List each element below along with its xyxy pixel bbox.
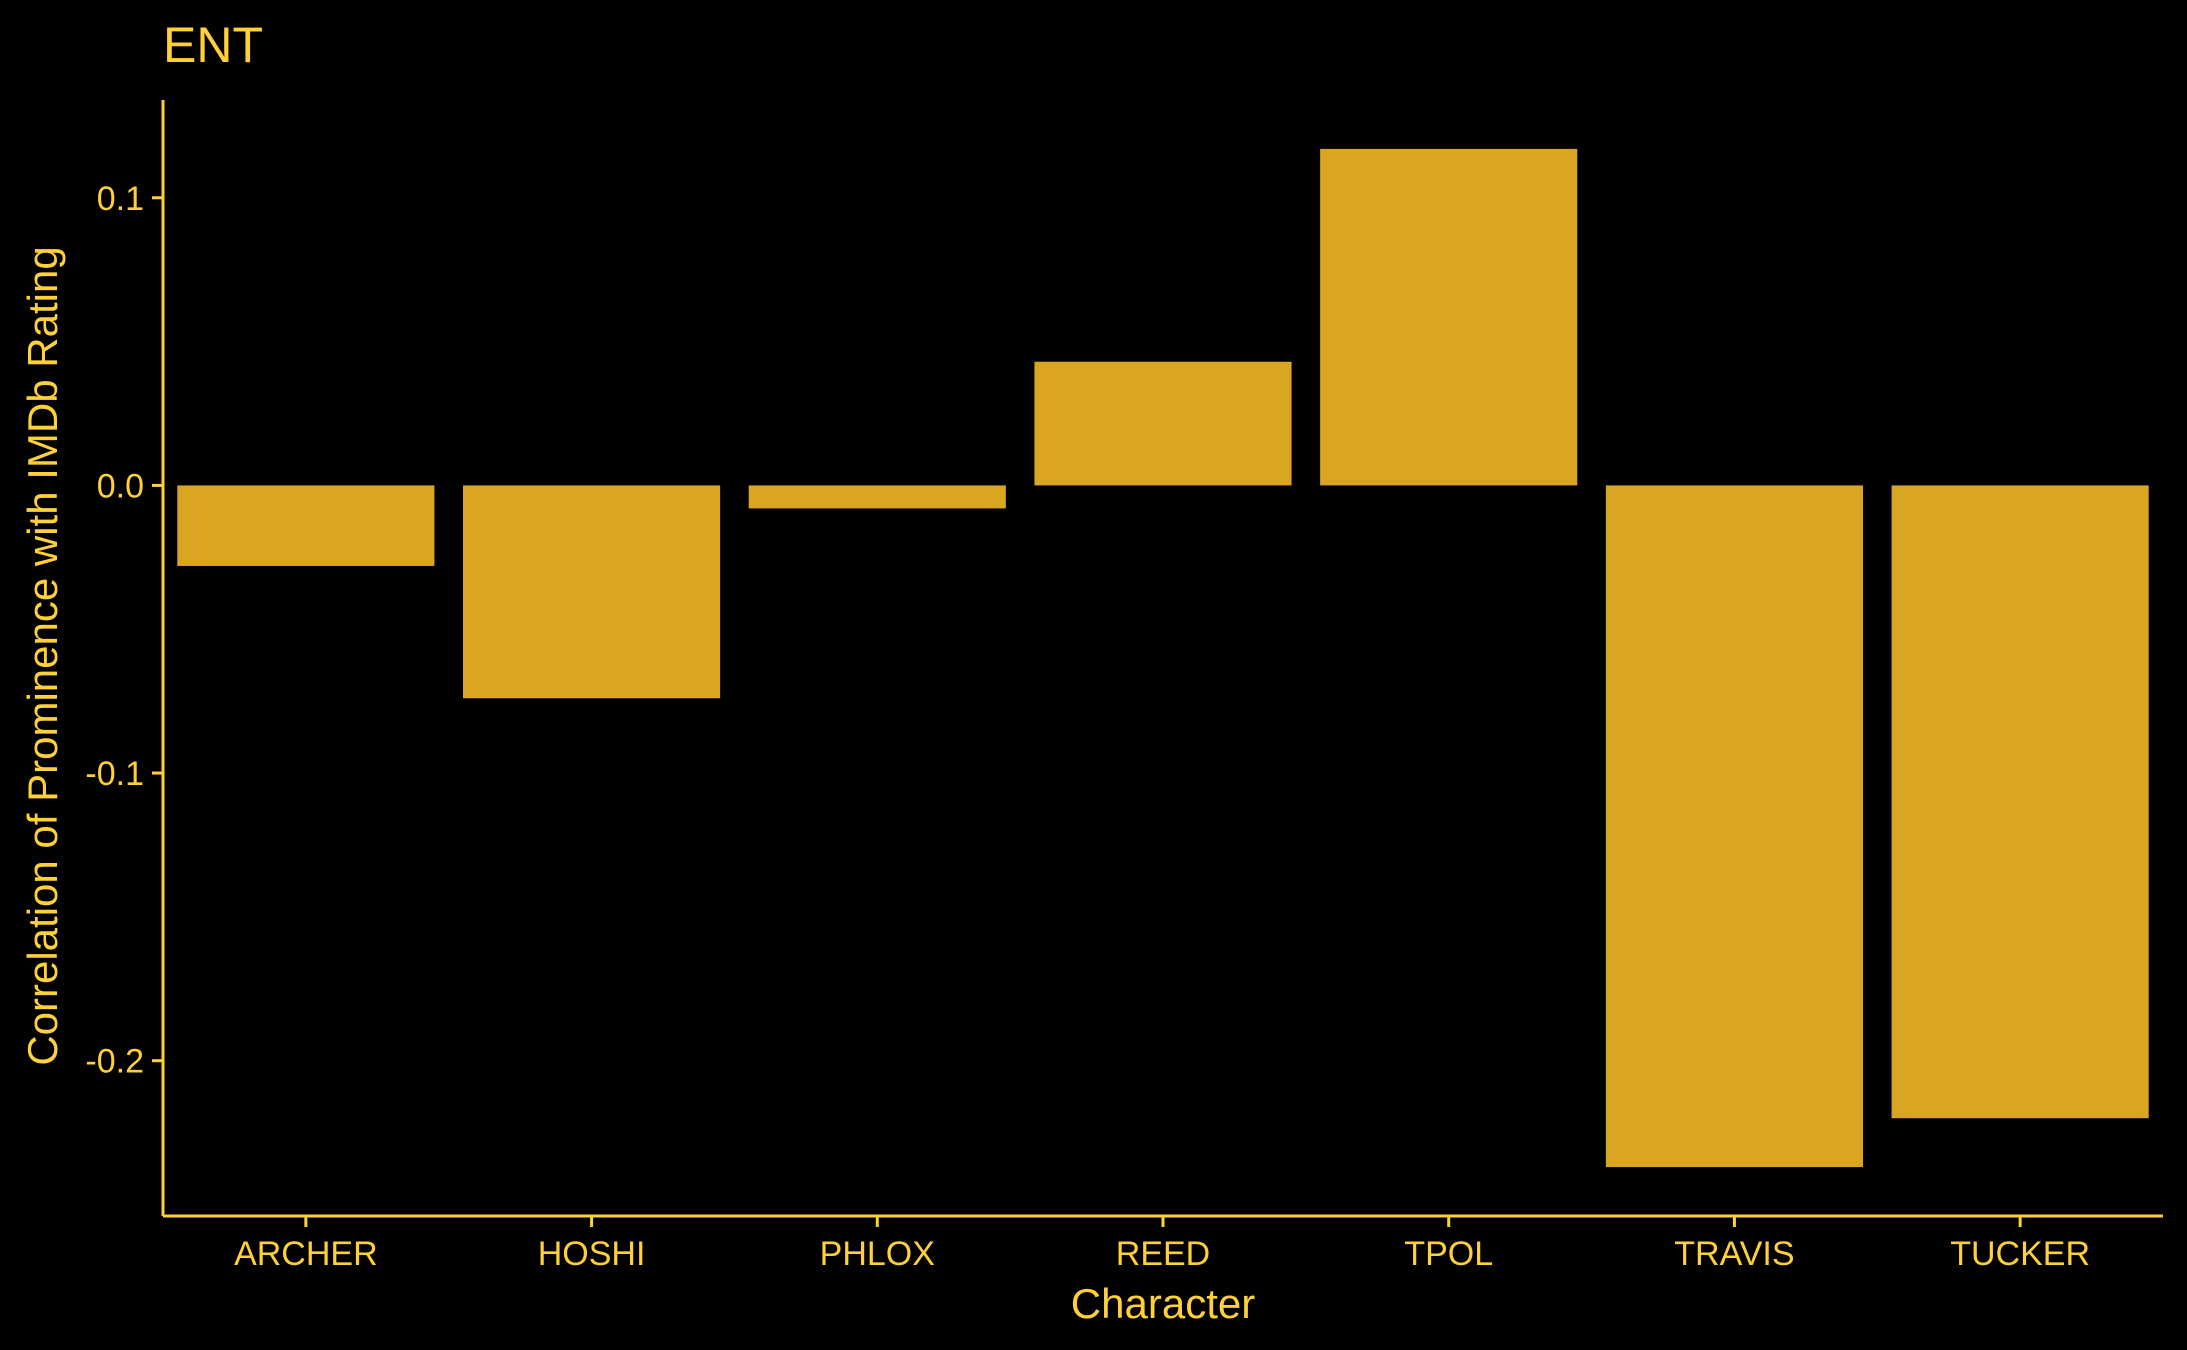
- y-axis-title: Correlation of Prominence with IMDb Rati…: [19, 246, 66, 1065]
- x-tick-label-travis: TRAVIS: [1674, 1235, 1794, 1273]
- y-tick-label: -0.2: [85, 1043, 144, 1081]
- bar-reed: [1034, 361, 1292, 486]
- bar-phlox: [748, 485, 1006, 509]
- bar-hoshi: [463, 485, 721, 699]
- y-tick-label: -0.1: [85, 755, 144, 793]
- bar-tucker: [1891, 485, 2149, 1119]
- y-tick-label: 0.1: [97, 180, 144, 218]
- x-tick-label-archer: ARCHER: [234, 1235, 378, 1273]
- y-ticks-layer: 0.1 0.0 -0.1 -0.2: [85, 180, 163, 1081]
- x-tick-label-tpol: TPOL: [1404, 1235, 1493, 1273]
- x-tick-label-tucker: TUCKER: [1950, 1235, 2090, 1273]
- x-tick-label-reed: REED: [1116, 1235, 1210, 1273]
- x-tick-label-phlox: PHLOX: [820, 1235, 935, 1273]
- x-axis-title: Character: [1071, 1280, 1255, 1327]
- chart-title: ENT: [163, 17, 263, 73]
- bar-archer: [177, 485, 435, 566]
- y-tick-label: 0.0: [97, 467, 144, 505]
- bars-layer: [177, 148, 2149, 1168]
- x-ticks-layer: ARCHER HOSHI PHLOX REED TPOL TRAVIS TUCKER: [234, 1216, 2090, 1273]
- bar-travis: [1605, 485, 1863, 1168]
- bar-tpol: [1320, 148, 1578, 486]
- x-tick-label-hoshi: HOSHI: [538, 1235, 646, 1273]
